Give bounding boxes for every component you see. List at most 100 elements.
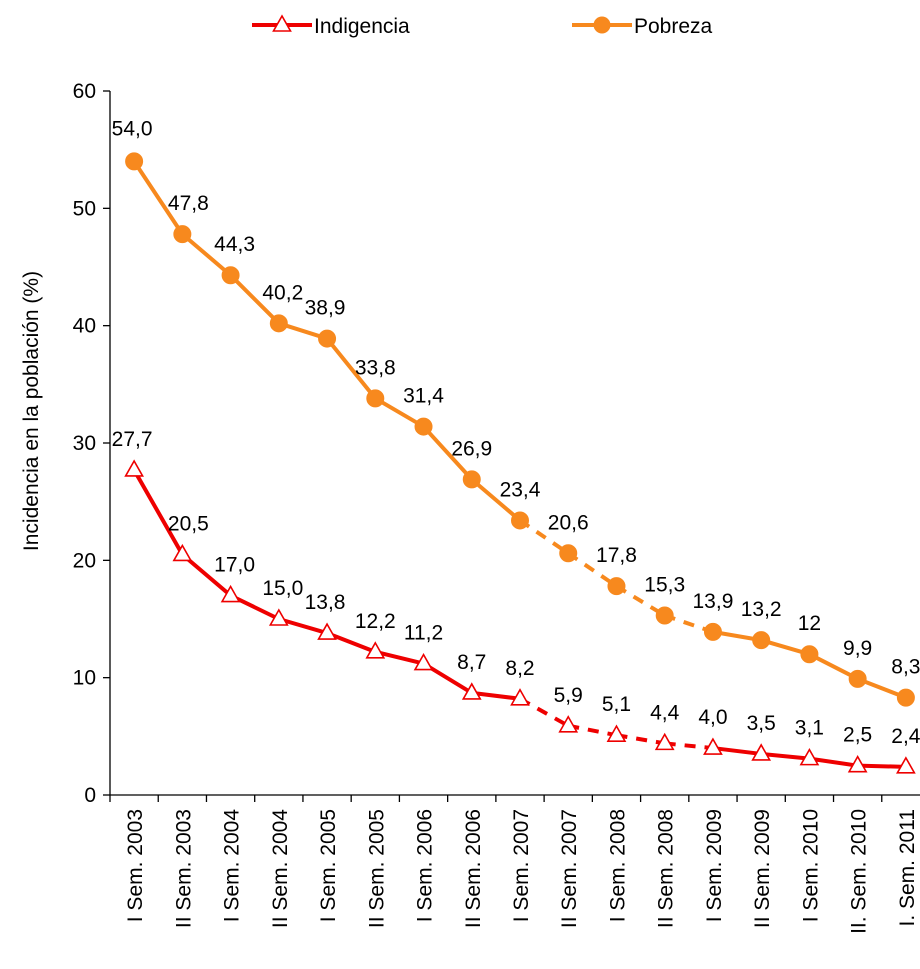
series-line-segment <box>807 756 860 768</box>
data-point-marker <box>800 645 819 664</box>
plot-area <box>124 152 916 774</box>
data-point-marker <box>413 652 434 671</box>
series-line-segment <box>710 746 764 756</box>
data-label: 11,2 <box>404 622 443 645</box>
x-tick-label: II Sem. 2004 <box>269 809 292 928</box>
legend: Indigencia Pobreza <box>252 14 713 38</box>
data-point-marker <box>655 606 674 625</box>
data-point-marker <box>462 470 481 489</box>
series-line-segment <box>180 552 233 598</box>
data-label: 4,4 <box>650 701 680 724</box>
series-line-segment <box>132 159 185 237</box>
data-label: 13,9 <box>693 590 734 613</box>
legend-marker <box>593 16 611 34</box>
legend-label: Pobreza <box>634 15 713 38</box>
data-point-marker <box>510 688 530 706</box>
y-tick-label: 60 <box>73 80 96 103</box>
data-point-marker <box>606 724 627 742</box>
data-point-marker <box>896 756 916 774</box>
data-label: 8,7 <box>457 651 486 674</box>
x-tick-label: II Sem. 2006 <box>462 809 485 928</box>
series-line-segment <box>759 751 812 761</box>
x-tick-label: II Sem. 2005 <box>365 809 388 928</box>
legend-entry-indigencia: Indigencia <box>252 14 410 38</box>
data-point-marker <box>125 152 144 171</box>
data-labels: 27,7 20,517,0 15,013,8 12,2 11,2 8,7 8,2 5,9 5,1… <box>112 117 920 747</box>
series-line-segment <box>616 733 666 746</box>
data-label: 40,2 <box>262 281 303 304</box>
data-point-marker <box>848 669 867 688</box>
series-line-segment <box>276 617 330 636</box>
series-line-segment <box>469 690 522 701</box>
x-tick-label: I Sem. 2003 <box>124 809 147 922</box>
data-label: 13,8 <box>305 591 346 614</box>
data-point-marker <box>559 544 578 563</box>
series-line-segment <box>325 631 378 654</box>
y-axis-label: Incidencia en la población (%) <box>20 271 43 551</box>
y-tick-label: 50 <box>73 197 96 220</box>
data-point-marker <box>703 737 723 755</box>
data-label: 26,9 <box>451 437 492 460</box>
data-label: 20,6 <box>548 511 589 534</box>
data-point-marker <box>896 688 915 707</box>
x-tick-label: II Sem. 2007 <box>558 809 581 928</box>
data-point-marker <box>124 459 144 477</box>
series-line-segment <box>325 336 378 401</box>
legend-label: Indigencia <box>314 15 410 38</box>
data-point-marker <box>752 631 771 650</box>
data-point-marker <box>847 755 868 773</box>
x-tick-label: I Sem. 2007 <box>510 809 533 922</box>
series-indigencia <box>124 459 916 774</box>
data-label: 8,3 <box>891 656 920 679</box>
data-point-marker <box>318 329 337 348</box>
data-label: 31,4 <box>403 385 444 408</box>
x-tick-label: II. Sem. 2010 <box>848 809 871 934</box>
data-label: 54,0 <box>112 117 153 140</box>
series-line-segment <box>664 741 714 751</box>
data-label: 17,8 <box>596 544 637 567</box>
data-point-marker <box>607 577 626 596</box>
y-tick-label: 20 <box>73 549 96 572</box>
data-point-marker <box>173 225 192 244</box>
data-point-marker <box>654 732 675 751</box>
data-point-marker <box>414 417 433 436</box>
data-label: 47,8 <box>168 192 209 215</box>
data-label: 3,1 <box>795 717 824 740</box>
series-line-segment <box>855 763 908 769</box>
data-label: 23,4 <box>500 478 541 501</box>
data-point-marker <box>365 641 386 659</box>
data-label: 5,1 <box>602 693 631 716</box>
data-point-marker <box>221 266 240 285</box>
y-tick-label: 30 <box>73 432 96 455</box>
data-label: 33,8 <box>355 356 396 379</box>
data-point-marker <box>703 622 722 641</box>
series-line-segment <box>518 518 570 555</box>
series-line-segment <box>373 396 426 429</box>
data-label: 12,2 <box>355 610 396 633</box>
data-point-marker <box>317 622 337 640</box>
x-tick-label: I Sem. 2010 <box>799 809 822 922</box>
axes: 0 10 20 30 40 50 60 I Sem. 2003 II Sem. 2003 I Se… <box>73 80 920 934</box>
data-point-marker <box>751 743 772 761</box>
data-label: 38,9 <box>305 297 346 320</box>
series-line-segment <box>567 723 617 738</box>
data-label: 5,9 <box>554 684 583 707</box>
x-tick-label: I Sem. 2004 <box>221 809 244 923</box>
data-point-marker <box>172 543 193 562</box>
data-point-marker <box>269 314 288 333</box>
data-label: 15,3 <box>644 573 685 596</box>
data-label: 12 <box>798 612 821 635</box>
x-tick-label: I Sem. 2009 <box>703 809 726 922</box>
data-label: 44,3 <box>214 233 255 256</box>
legend-marker <box>272 14 292 32</box>
series-line-segment <box>567 551 618 588</box>
series-line-segment <box>373 649 426 666</box>
x-tick-label: I. Sem. 2011 <box>896 809 919 927</box>
data-label: 17,0 <box>214 554 255 577</box>
y-tick-label: 0 <box>84 784 96 807</box>
data-label: 8,2 <box>505 657 534 680</box>
series-line-segment <box>421 424 474 482</box>
data-point-marker <box>558 715 579 733</box>
x-tick-label: I Sem. 2005 <box>317 809 340 922</box>
